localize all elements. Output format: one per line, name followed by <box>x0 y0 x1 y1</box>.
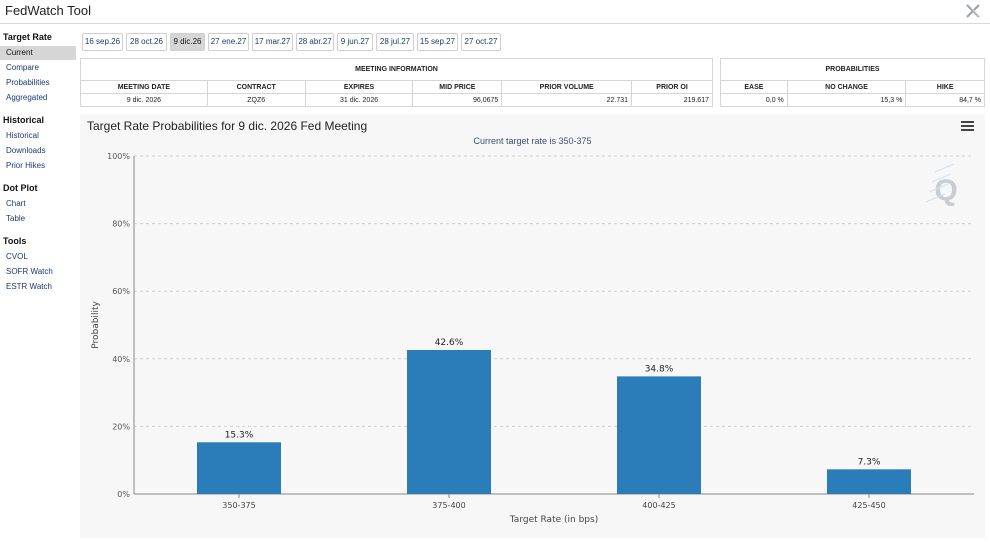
y-axis-title: Probability <box>91 301 101 349</box>
sidebar-section-historical: Historical <box>3 115 45 125</box>
sidebar-item-cvol[interactable]: CVOL <box>6 252 28 261</box>
meeting-info-header-3: MID PRICE <box>412 80 503 94</box>
sidebar-item-prior-hikes[interactable]: Prior Hikes <box>6 161 46 170</box>
bar-350-375 <box>197 442 281 494</box>
meeting-info-value-1: ZQZ6 <box>206 93 306 107</box>
sidebar-item-downloads[interactable]: Downloads <box>6 146 46 155</box>
x-tick-label: 350-375 <box>222 501 255 510</box>
watermark-stroke <box>928 183 949 193</box>
bar-data-label: 15.3% <box>225 430 254 440</box>
bar-data-label: 7.3% <box>858 457 881 467</box>
meeting-information-heading: MEETING INFORMATION <box>80 58 713 81</box>
close-x-icon[interactable] <box>965 3 981 19</box>
sidebar-item-sofr-watch[interactable]: SOFR Watch <box>6 267 53 276</box>
probabilities-heading: PROBABILITIES <box>720 58 985 81</box>
watermark-stroke <box>925 193 946 203</box>
sidebar-item-current[interactable]: Current <box>0 46 76 60</box>
meeting-tab[interactable]: 27 oct.27 <box>461 33 501 51</box>
bar-400-425 <box>617 376 701 494</box>
watermark-stroke <box>931 173 952 183</box>
meeting-tab[interactable]: 9 dic.26 <box>170 33 205 51</box>
x-tick-label: 400-425 <box>642 501 675 510</box>
meeting-info-header-4: PRIOR VOLUME <box>501 80 633 94</box>
sidebar-section-tools: Tools <box>3 236 27 246</box>
app-title: FedWatch Tool <box>5 3 91 18</box>
bar-data-label: 34.8% <box>645 364 674 374</box>
probabilities-value-2: 84,7 % <box>905 93 985 107</box>
y-tick-label: 20% <box>112 422 130 431</box>
meeting-tab[interactable]: 15 sep.27 <box>417 33 458 51</box>
chart-title: Target Rate Probabilities for 9 dic. 202… <box>87 119 368 133</box>
meeting-information-table: MEETING INFORMATION MEETING DATE CONTRACT… <box>80 58 713 107</box>
sidebar-item-probabilities[interactable]: Probabilities <box>6 78 50 87</box>
sidebar-item-table[interactable]: Table <box>6 214 26 223</box>
meeting-info-header-2: EXPIRES <box>304 80 414 94</box>
bar-data-label: 42.6% <box>435 338 464 348</box>
meeting-info-value-0: 9 dic. 2026 <box>80 93 208 107</box>
title-bar: FedWatch Tool <box>0 0 990 24</box>
meeting-info-header-5: PRIOR OI <box>631 80 713 94</box>
probability-bar-chart: Q 0% 20% 40% 60% 80% 100% 15.3% 350-375 42.6% 375-… <box>91 152 974 525</box>
meeting-info-header-0: MEETING DATE <box>80 80 208 94</box>
sidebar-item-aggregated[interactable]: Aggregated <box>6 93 48 102</box>
meeting-info-value-3: 96,0675 <box>412 93 503 107</box>
sidebar-item-chart[interactable]: Chart <box>6 199 26 208</box>
hamburger-menu-icon[interactable] <box>961 121 974 131</box>
sidebar-item-estr-watch[interactable]: ESTR Watch <box>6 282 52 291</box>
sidebar-section-target-rate: Target Rate <box>3 32 52 42</box>
y-tick-label: 0% <box>117 490 130 499</box>
meeting-info-header-1: CONTRACT <box>206 80 306 94</box>
y-tick-label: 40% <box>112 355 130 364</box>
sidebar-section-dot-plot: Dot Plot <box>3 183 38 193</box>
probabilities-header-1: NO CHANGE <box>786 80 907 94</box>
meeting-tab[interactable]: 28 jul.27 <box>376 33 414 51</box>
meeting-tab[interactable]: 16 sep.26 <box>82 33 123 51</box>
sidebar-item-compare[interactable]: Compare <box>6 63 39 72</box>
probabilities-table: PROBABILITIES EASE NO CHANGE HIKE 0,0 % 15,… <box>720 58 985 107</box>
q-logo-watermark-icon: Q <box>934 174 957 207</box>
chart-subtitle: Current target rate is 350-375 <box>473 136 592 146</box>
y-tick-label: 80% <box>112 220 130 229</box>
probabilities-header-0: EASE <box>720 80 788 94</box>
meeting-tab[interactable]: 27 ene.27 <box>208 33 249 51</box>
meeting-info-value-4: 22.731 <box>501 93 633 107</box>
sidebar-nav: Target Rate Current Compare Probabilities Ag… <box>0 30 76 295</box>
probabilities-header-2: HIKE <box>905 80 985 94</box>
x-axis-title: Target Rate (in bps) <box>509 515 598 525</box>
probabilities-value-0: 0,0 % <box>720 93 788 107</box>
x-tick-label: 425-450 <box>852 501 885 510</box>
chart-panel: Q 0% 20% 40% 60% 80% 100% 15.3% 350-375 42.6% 375-… <box>80 114 985 538</box>
meeting-tab[interactable]: 17 mar.27 <box>252 33 293 51</box>
y-tick-label: 100% <box>107 152 130 161</box>
bar-425-450 <box>827 469 911 494</box>
meeting-tab[interactable]: 28 abr.27 <box>296 33 334 51</box>
meeting-info-value-2: 31 dic. 2026 <box>304 93 414 107</box>
sidebar-item-historical[interactable]: Historical <box>6 131 39 140</box>
probabilities-value-1: 15,3 % <box>786 93 907 107</box>
watermark-stroke <box>934 163 955 173</box>
meeting-tab[interactable]: 9 jun.27 <box>337 33 373 51</box>
y-tick-label: 60% <box>112 287 130 296</box>
x-tick-label: 375-400 <box>432 501 465 510</box>
meeting-tab[interactable]: 28 oct.26 <box>126 33 167 51</box>
meeting-info-value-5: 219.617 <box>631 93 713 107</box>
bar-375-400 <box>407 350 491 494</box>
